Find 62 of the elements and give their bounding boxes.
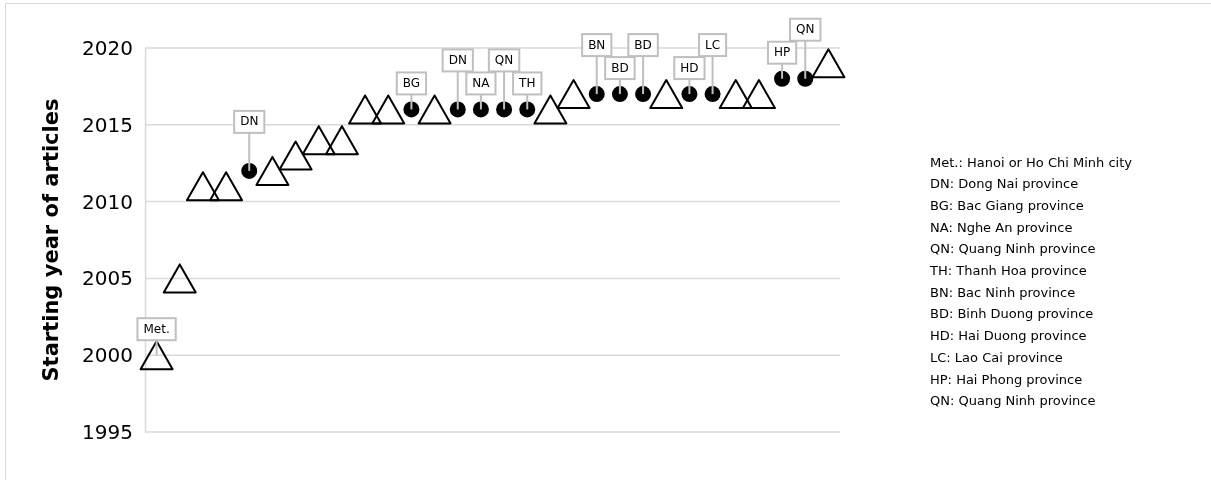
point xyxy=(649,79,684,110)
y-tick-label: 2005 xyxy=(82,266,133,291)
point xyxy=(139,340,174,371)
point xyxy=(811,48,846,79)
point xyxy=(185,171,220,202)
point xyxy=(718,79,753,110)
point xyxy=(681,86,698,103)
point xyxy=(556,79,591,110)
point xyxy=(588,86,605,103)
point xyxy=(519,101,536,118)
text: HP: Hai Phong province xyxy=(930,371,1083,387)
data-label: HP xyxy=(773,45,791,60)
point xyxy=(496,101,513,118)
point xyxy=(301,125,336,156)
data-label: LC xyxy=(705,37,721,52)
text: BD: Binh Duong province xyxy=(930,306,1094,322)
text: NA: Nghe An province xyxy=(930,219,1073,235)
data-label: HD xyxy=(680,60,699,75)
data-label: QN xyxy=(796,22,815,37)
text: HD: Hai Duong province xyxy=(930,328,1087,344)
data-label: BN xyxy=(588,37,606,52)
point xyxy=(209,171,244,202)
text: QN: Quang Ninh province xyxy=(930,241,1096,257)
text: BG: Bac Giang province xyxy=(930,197,1084,213)
text: DN: Dong Nai province xyxy=(930,176,1079,192)
point xyxy=(241,162,258,179)
point xyxy=(278,140,313,171)
point xyxy=(348,94,383,125)
text: TH: Thanh Hoa province xyxy=(929,263,1087,278)
point xyxy=(533,94,568,125)
y-tick-label: 2010 xyxy=(82,189,133,214)
point xyxy=(635,86,652,103)
y-tick-label: 2020 xyxy=(82,35,133,60)
point xyxy=(611,86,628,103)
y-tick-label: 1995 xyxy=(82,419,133,444)
point xyxy=(255,155,290,186)
point xyxy=(371,94,406,125)
data-label: QN xyxy=(494,52,514,67)
data-label: NA xyxy=(472,75,491,90)
point xyxy=(741,79,776,110)
data-label: TH xyxy=(518,75,536,90)
data-label: DN xyxy=(448,52,467,67)
point xyxy=(704,86,721,103)
point xyxy=(324,125,359,156)
y-tick-label: 2015 xyxy=(82,112,133,137)
point xyxy=(797,70,814,87)
data-label: BG xyxy=(402,75,421,90)
text: QN: Quang Ninh province xyxy=(930,393,1096,409)
point xyxy=(162,263,197,294)
point xyxy=(774,70,791,87)
data-label: DN xyxy=(240,114,259,129)
point xyxy=(417,94,452,125)
text: LC: Lao Cai province xyxy=(930,349,1063,365)
y-axis-title: Starting year of articles xyxy=(39,98,63,382)
point xyxy=(472,101,489,118)
point xyxy=(449,101,466,118)
data-label: BD xyxy=(634,37,652,52)
data-label: Met. xyxy=(143,321,170,336)
data-label: BD xyxy=(611,60,629,75)
text: Met.: Hanoi or Ho Chi Minh city xyxy=(930,154,1133,170)
text: BN: Bac Ninh province xyxy=(930,284,1076,300)
y-tick-label: 2000 xyxy=(82,343,133,368)
